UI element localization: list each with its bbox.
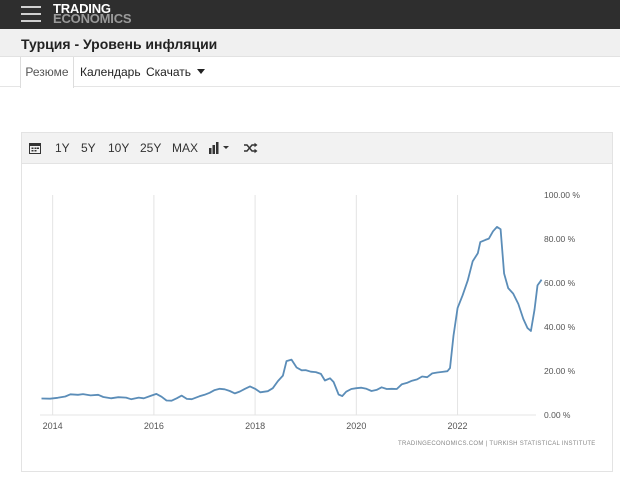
tab-summary[interactable]: Резюме bbox=[20, 57, 74, 88]
chart-series bbox=[41, 226, 543, 402]
caret-down-icon bbox=[197, 68, 205, 74]
series-line-inflation bbox=[41, 226, 543, 402]
top-navigation-bar: TRADING ECONOMICS bbox=[0, 0, 620, 29]
tab-download-label: Скачать bbox=[146, 65, 191, 79]
logo-line-1: TRADING bbox=[53, 1, 111, 16]
x-tick-label: 2022 bbox=[448, 421, 468, 431]
range-25y-button[interactable]: 25Y bbox=[140, 141, 162, 155]
y-tick-label: 60.00 % bbox=[544, 278, 576, 288]
page-title-bar: Турция - Уровень инфляции bbox=[0, 29, 620, 57]
y-tick-label: 20.00 % bbox=[544, 366, 576, 376]
x-axis-ticks: 2014 2016 2018 2020 2022 bbox=[43, 421, 468, 431]
range-1y-button[interactable]: 1Y bbox=[55, 141, 70, 155]
chart-type-bar-icon[interactable] bbox=[209, 142, 231, 157]
trading-economics-logo[interactable]: TRADING ECONOMICS bbox=[53, 1, 132, 26]
y-tick-label: 0.00 % bbox=[544, 410, 571, 420]
y-tick-label: 40.00 % bbox=[544, 322, 576, 332]
y-tick-label: 80.00 % bbox=[544, 234, 576, 244]
y-tick-label: 100.00 % bbox=[544, 190, 580, 200]
chart-grid bbox=[40, 195, 536, 416]
range-max-button[interactable]: MAX bbox=[172, 141, 199, 155]
x-tick-label: 2014 bbox=[43, 421, 63, 431]
y-axis-ticks: 100.00 % 80.00 % 60.00 % 40.00 % 20.00 % 0.00… bbox=[544, 190, 580, 420]
x-tick-label: 2016 bbox=[144, 421, 164, 431]
chart-toolbar: 1Y 5Y 10Y 25Y MAX bbox=[22, 133, 612, 164]
inflation-line-chart: 100.00 % 80.00 % 60.00 % 40.00 % 20.00 % 0.00… bbox=[40, 190, 580, 431]
tab-calendar[interactable]: Календарь bbox=[80, 65, 141, 79]
tab-download[interactable]: Скачать bbox=[146, 57, 205, 87]
range-10y-button[interactable]: 10Y bbox=[108, 141, 130, 155]
menu-icon[interactable] bbox=[21, 6, 41, 22]
tab-bar: Резюме Календарь Скачать bbox=[0, 57, 620, 88]
chart-source-note: TRADINGECONOMICS.COM | TURKISH STATISTIC… bbox=[398, 441, 596, 447]
range-5y-button[interactable]: 5Y bbox=[81, 141, 96, 155]
shuffle-icon[interactable] bbox=[244, 142, 258, 157]
x-tick-label: 2018 bbox=[245, 421, 265, 431]
page-title: Турция - Уровень инфляции bbox=[21, 36, 218, 52]
x-tick-label: 2020 bbox=[346, 421, 366, 431]
calendar-icon[interactable] bbox=[29, 142, 41, 157]
chart-container: 1Y 5Y 10Y 25Y MAX 100.00 % 80.00 % 60.00 %… bbox=[21, 132, 613, 472]
logo-line-2: ECONOMICS bbox=[53, 11, 132, 26]
